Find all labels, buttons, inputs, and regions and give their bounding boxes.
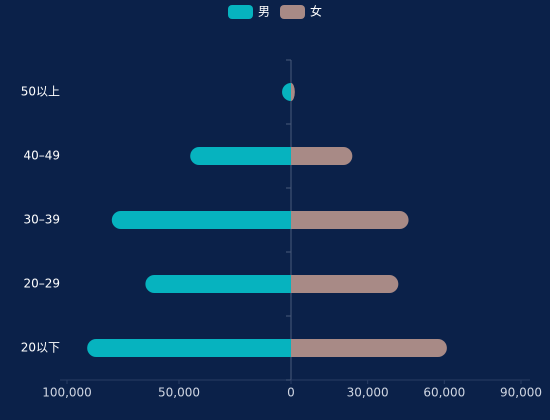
category-label: 20以下 [21, 341, 60, 355]
bar [291, 211, 409, 229]
x-tick-label: 100,000 [42, 386, 92, 400]
x2-tick-label: 90,000 [500, 386, 542, 400]
category-label: 20–29 [23, 277, 60, 291]
bar [291, 147, 353, 165]
bar [291, 83, 295, 101]
x-tick-label: 50,000 [158, 386, 200, 400]
category-label: 50以上 [21, 85, 60, 99]
bar [190, 147, 291, 165]
legend-label: 男 [258, 5, 270, 19]
bar [291, 339, 447, 357]
bar [111, 211, 291, 229]
legend-swatch [280, 5, 305, 19]
category-label: 40–49 [23, 149, 60, 163]
bar [87, 339, 292, 357]
bar [282, 83, 291, 101]
category-label: 30–39 [23, 213, 60, 227]
bar [291, 275, 399, 293]
legend-swatch [228, 5, 253, 19]
x2-tick-label: 30,000 [347, 386, 389, 400]
legend-label: 女 [310, 4, 322, 19]
bar [145, 275, 291, 293]
x2-tick-label: 60,000 [423, 386, 465, 400]
x-tick-label: 0 [287, 386, 295, 400]
